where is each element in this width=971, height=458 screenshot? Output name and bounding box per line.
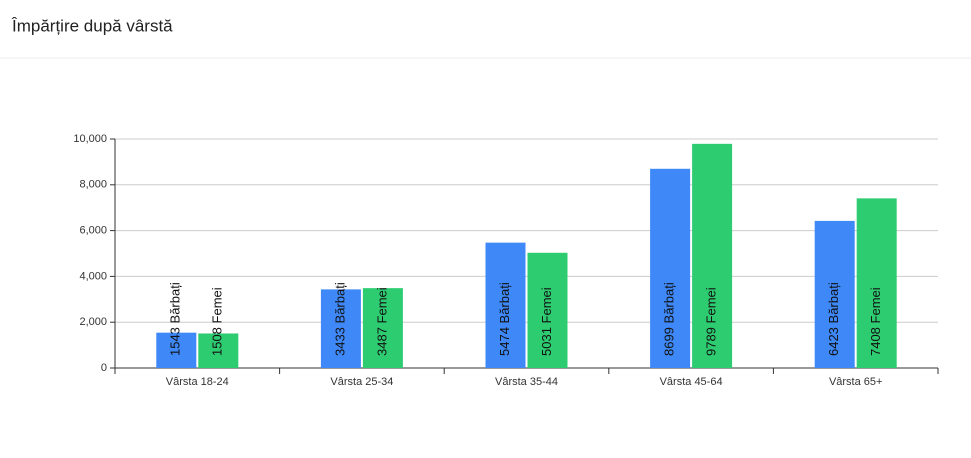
value-label: 1543 Bărbați: [168, 282, 183, 356]
bar: [814, 220, 855, 368]
x-tick-label: Vârsta 65+: [829, 376, 883, 388]
x-tick-label: Vârsta 25-34: [330, 376, 393, 388]
y-tick-label: 4,000: [79, 270, 107, 282]
y-tick-label: 2,000: [79, 316, 107, 328]
bar: [856, 198, 897, 368]
value-label: 7408 Femei: [868, 287, 883, 356]
bar: [485, 242, 526, 368]
bar: [692, 143, 733, 368]
y-tick-label: 8,000: [79, 179, 107, 191]
y-tick-label: 6,000: [79, 225, 107, 237]
y-tick-label: 10,000: [73, 133, 107, 145]
bar: [198, 333, 239, 368]
chart-title: Împărțire după vârstă: [11, 16, 173, 35]
bar: [320, 289, 361, 368]
bar: [650, 168, 691, 368]
x-tick-label: Vârsta 45-64: [660, 376, 723, 388]
bar: [156, 332, 197, 368]
value-label: 8699 Bărbați: [662, 282, 677, 356]
value-label: 3487 Femei: [374, 287, 389, 356]
value-label: 5474 Bărbați: [497, 282, 512, 356]
value-label: 9789 Femei: [704, 287, 719, 356]
value-label: 3433 Bărbați: [332, 282, 347, 356]
bar: [362, 288, 403, 368]
x-tick-label: Vârsta 18-24: [166, 376, 229, 388]
value-label: 6423 Bărbați: [826, 282, 841, 356]
value-label: 1508 Femei: [210, 287, 225, 356]
y-tick-label: 0: [101, 362, 107, 374]
value-label: 5031 Femei: [539, 287, 554, 356]
x-tick-label: Vârsta 35-44: [495, 376, 558, 388]
bar: [527, 252, 568, 368]
